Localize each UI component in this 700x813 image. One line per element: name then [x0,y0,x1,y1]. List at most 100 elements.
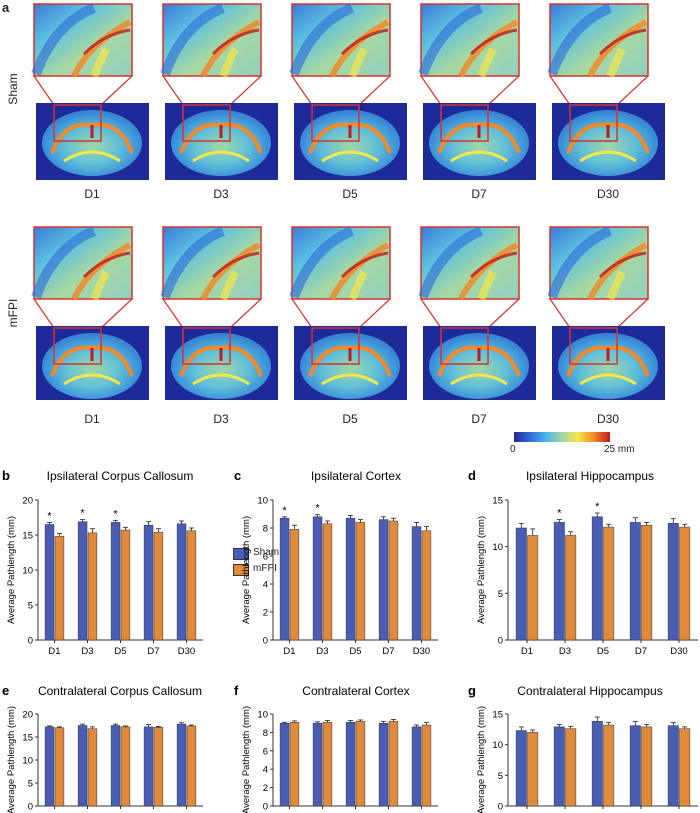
brain-image-sham-d7 [418,3,536,180]
bar-sham-d7 [143,726,154,807]
significance-marker: * [595,501,600,513]
bar-mfpi-d1 [289,529,300,641]
x-tick-label: D3 [81,646,93,657]
y-axis-label: Average Pathlength (mm) [6,516,17,624]
y-tick-label: 5 [498,589,503,600]
brain-image-mfpi-d3 [160,226,278,400]
chart-f: f Contralateral Cortex 0 2 4 6 8 10 Average Path… [234,683,438,813]
x-tick-label: D7 [382,646,394,657]
y-tick-label: 10 [492,542,503,553]
panel-letter-c: c [234,468,241,483]
y-tick-label: 10 [257,496,268,507]
panel-letter-e: e [2,683,9,698]
bar-sham-d5 [591,516,603,641]
legend-swatch-mfpi [233,564,249,576]
chart-g: g Contralateral Hippocampus 0 5 10 15 Average … [468,683,698,813]
bar-mfpi-d30 [186,725,197,807]
brain-image-sham-d1 [31,3,149,180]
chart-title: Ipsilateral Corpus Callosum [47,469,194,483]
x-tick-label: D30 [413,646,430,657]
bar-sham-d1 [515,527,527,641]
legend-swatch-sham [233,548,249,560]
day-label-d3: D3 [213,187,229,201]
bar-sham-d5 [345,517,356,641]
bar-mfpi-d5 [355,721,366,807]
y-axis-label: Average Pathlength (mm) [6,706,17,813]
day-label-d30: D30 [596,412,619,426]
y-tick-label: 15 [22,531,33,542]
bar-mfpi-d3 [87,728,98,807]
y-axis-label: Average Pathlength (mm) [476,516,487,624]
bar-sham-d1 [44,524,55,641]
bar-mfpi-d1 [54,727,65,807]
bar-sham-d30 [176,523,187,641]
chart-e: e Contralateral Corpus Callosum 0 5 10 15 20 Av… [2,683,203,813]
panel-letter-g: g [468,683,476,698]
bar-sham-d30 [667,523,679,641]
bar-mfpi-d3 [565,535,577,641]
significance-marker: * [557,508,562,520]
bar-sham-d3 [77,521,88,641]
y-tick-label: 10 [492,740,503,751]
brain-image-panel [31,3,665,400]
y-tick-label: 4 [263,580,268,591]
x-tick-label: D5 [597,646,609,657]
bar-sham-d5 [110,522,121,641]
y-tick-label: 4 [263,765,268,776]
bar-sham-d5 [591,721,603,807]
significance-marker: * [113,508,118,520]
bar-sham-d1 [279,722,290,807]
y-tick-label: 5 [498,771,503,782]
brain-image-sham-d30 [547,3,665,180]
day-label-d30: D30 [596,187,619,201]
y-tick-label: 0 [498,802,503,813]
colorbar-min-label: 0 [510,444,516,455]
y-tick-label: 5 [28,779,33,790]
panel-letter-d: d [468,468,476,483]
x-tick-label: D30 [178,646,195,657]
bar-sham-d7 [629,725,641,807]
bar-sham-d3 [553,522,565,641]
chart-title: Contralateral Cortex [302,684,409,698]
y-tick-label: 0 [263,636,268,647]
bar-mfpi-d5 [603,724,615,807]
day-label-d1: D1 [84,412,100,426]
bar-sham-d7 [378,519,389,641]
bar-mfpi-d30 [421,724,432,807]
x-tick-label: D3 [559,646,571,657]
y-tick-label: 15 [492,710,503,721]
bar-mfpi-d30 [679,526,691,641]
bar-charts: b Ipsilateral Corpus Callosum05101520Aver… [2,468,698,813]
panel-letter-b: b [2,468,10,483]
bar-mfpi-d30 [679,728,691,807]
x-tick-label: D7 [635,646,647,657]
brain-image-mfpi-d5 [289,226,407,400]
bar-sham-d3 [553,726,565,807]
bar-sham-d1 [44,726,55,807]
x-tick-label: D7 [147,646,159,657]
y-axis-label: Average Pathlength (mm) [241,706,252,813]
day-label-d5: D5 [342,187,358,201]
bar-mfpi-d30 [421,530,432,641]
x-tick-label: D1 [283,646,295,657]
y-tick-label: 0 [28,802,33,813]
bar-mfpi-d7 [388,721,399,807]
panel-letter-f: f [234,683,239,698]
bar-mfpi-d3 [322,523,333,641]
bar-mfpi-d7 [641,726,653,807]
legend-label-sham: Sham [253,547,280,558]
y-tick-label: 15 [492,496,503,507]
x-tick-label: D5 [349,646,361,657]
bar-mfpi-d3 [322,722,333,807]
significance-marker: * [282,505,287,517]
legend: Sham mFPI [233,547,313,582]
bar-mfpi-d3 [565,728,577,807]
significance-marker: * [80,508,85,520]
brain-image-sham-d3 [160,3,278,180]
chart-c: c Ipsilateral Cortex 0 2 4 6 8 10 Average Pathle… [234,468,438,657]
y-tick-label: 0 [263,802,268,813]
y-tick-label: 2 [263,608,268,619]
brain-image-mfpi-d1 [31,226,149,400]
bar-sham-d1 [515,730,527,807]
bar-mfpi-d7 [153,531,164,641]
